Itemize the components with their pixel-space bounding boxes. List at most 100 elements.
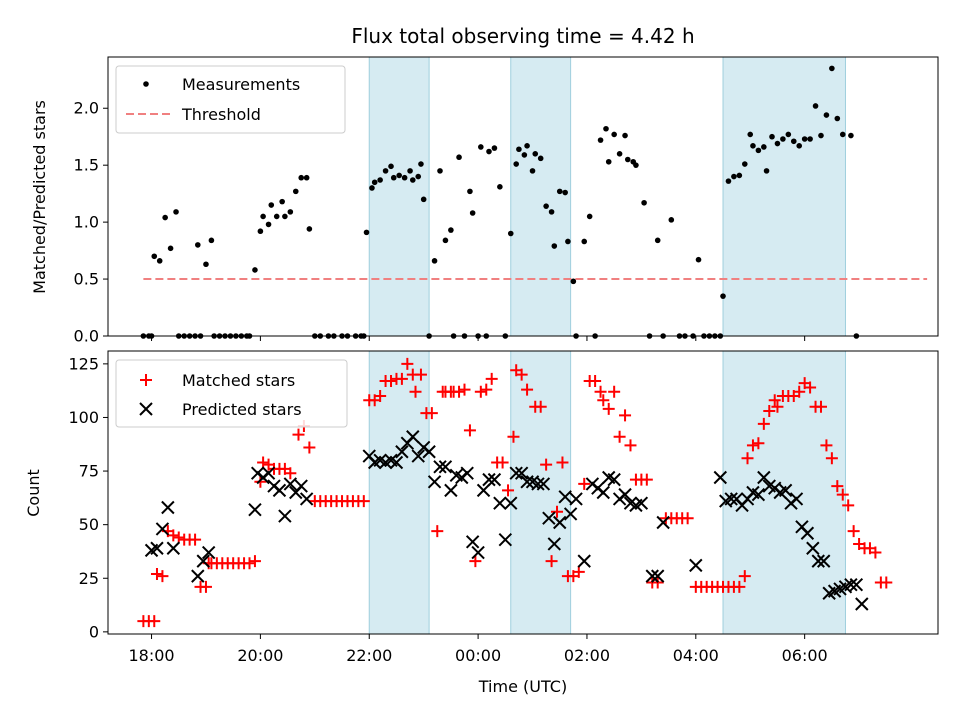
predicted-star-point-40 bbox=[476, 483, 491, 498]
matched-star-point-30 bbox=[292, 428, 305, 441]
top-y-ticks: 0.0 0.5 1.0 1.5 2.0 bbox=[74, 99, 108, 346]
measurement-point-74 bbox=[491, 145, 498, 151]
matched-star-point-112 bbox=[733, 580, 746, 593]
measurement-point-98 bbox=[605, 158, 612, 165]
matched-star-point-70 bbox=[502, 484, 515, 497]
measurement-point-142 bbox=[848, 132, 854, 139]
predicted-star-point-6 bbox=[196, 554, 210, 568]
predicted-star-point-97 bbox=[844, 577, 858, 592]
measurement-point-94 bbox=[586, 213, 593, 220]
measurement-point-83 bbox=[532, 150, 539, 157]
measurement-point-86 bbox=[548, 209, 555, 215]
matched-star-point-126 bbox=[804, 381, 817, 394]
predicted-star-point-75 bbox=[724, 492, 738, 506]
measurement-point-119 bbox=[725, 178, 732, 184]
predicted-star-point-44 bbox=[498, 532, 513, 547]
measurement-point-87 bbox=[551, 243, 558, 249]
bottom-xtick-label-4: 02:00 bbox=[564, 646, 610, 665]
predicted-star-point-57 bbox=[569, 492, 583, 506]
matched-star-point-23 bbox=[254, 475, 267, 488]
measurement-point-27 bbox=[265, 221, 272, 228]
matched-star-point-63 bbox=[463, 424, 476, 437]
matched-star-point-92 bbox=[619, 409, 632, 422]
measurement-point-134 bbox=[801, 136, 808, 142]
matched-star-point-73 bbox=[515, 368, 528, 381]
measurement-point-24 bbox=[252, 267, 258, 273]
measurement-point-63 bbox=[442, 237, 449, 244]
matched-star-point-24 bbox=[257, 456, 270, 469]
matched-star-point-3 bbox=[150, 567, 163, 580]
legend-threshold-label: Threshold bbox=[181, 105, 261, 124]
matched-star-point-103 bbox=[681, 512, 694, 525]
top-legend-box bbox=[115, 65, 346, 134]
measurement-point-48 bbox=[371, 179, 378, 186]
matched-star-point-69 bbox=[496, 456, 509, 469]
bottom-plot-frame bbox=[107, 350, 939, 635]
measurement-point-90 bbox=[565, 238, 571, 245]
measurement-point-93 bbox=[581, 238, 588, 245]
matched-star-point-12 bbox=[199, 580, 212, 593]
measurement-point-128 bbox=[769, 133, 775, 140]
predicted-star-point-56 bbox=[563, 507, 578, 521]
top-shaded-regions bbox=[368, 56, 846, 337]
matched-star-point-114 bbox=[741, 452, 754, 465]
matched-star-point-4 bbox=[156, 570, 169, 583]
matched-star-point-89 bbox=[602, 402, 615, 415]
measurement-point-136 bbox=[812, 103, 819, 109]
measurement-point-54 bbox=[401, 174, 408, 181]
predicted-star-point-50 bbox=[531, 477, 545, 491]
bottom-shaded-region-0 bbox=[368, 350, 430, 635]
predicted-star-point-63 bbox=[607, 472, 621, 487]
matched-star-point-6 bbox=[167, 529, 180, 542]
predicted-star-point-70 bbox=[650, 569, 665, 583]
measurement-point-31 bbox=[282, 213, 288, 220]
matched-star-point-77 bbox=[540, 458, 553, 471]
matched-star-point-90 bbox=[608, 385, 621, 398]
matched-star-point-42 bbox=[357, 495, 370, 508]
measurement-point-124 bbox=[750, 143, 756, 149]
measurement-point-52 bbox=[390, 174, 397, 181]
measurement-point-120 bbox=[731, 173, 737, 180]
measurement-point-26 bbox=[260, 213, 266, 220]
predicted-star-point-5 bbox=[191, 569, 205, 583]
predicted-star-point-53 bbox=[547, 537, 562, 551]
bottom-x-ticks: 18:00 20:00 22:00 00:00 02:00 04:00 06:00 bbox=[128, 634, 828, 665]
predicted-star-point-99 bbox=[855, 597, 869, 611]
measurement-point-139 bbox=[829, 65, 835, 72]
matched-star-point-2 bbox=[148, 615, 161, 628]
measurement-point-91 bbox=[570, 278, 577, 285]
measurement-point-105 bbox=[641, 199, 647, 206]
measurement-point-137 bbox=[818, 132, 824, 139]
predicted-star-point-89 bbox=[800, 526, 815, 540]
matched-star-point-21 bbox=[243, 557, 256, 570]
top-shaded-region-1 bbox=[510, 56, 572, 337]
matched-star-point-47 bbox=[385, 375, 398, 388]
bottom-ytick-label-0: 0 bbox=[89, 622, 99, 641]
predicted-star-point-8 bbox=[248, 502, 262, 517]
measurement-point-25 bbox=[257, 228, 264, 235]
predicted-star-point-17 bbox=[294, 479, 308, 493]
predicted-star-point-81 bbox=[757, 470, 771, 485]
measurement-point-96 bbox=[597, 137, 604, 143]
top-ytick-label-3: 1.5 bbox=[74, 156, 99, 175]
predicted-star-point-4 bbox=[166, 541, 181, 555]
measurement-point-101 bbox=[622, 132, 628, 139]
measurement-point-50 bbox=[382, 168, 389, 174]
matched-star-point-116 bbox=[752, 437, 765, 450]
predicted-star-point-80 bbox=[751, 487, 766, 502]
top-y-axis-label: Matched/Predicted stars bbox=[30, 100, 49, 294]
measurement-point-109 bbox=[668, 217, 675, 223]
legend-predicted-marker bbox=[139, 402, 153, 416]
matched-star-point-131 bbox=[831, 480, 844, 493]
predicted-star-point-1 bbox=[150, 541, 164, 555]
measurement-point-3 bbox=[151, 253, 158, 260]
matched-star-point-117 bbox=[757, 417, 770, 430]
measurement-point-121 bbox=[736, 172, 743, 179]
top-shaded-region-0 bbox=[368, 56, 430, 337]
measurement-point-49 bbox=[377, 177, 383, 183]
measurement-point-126 bbox=[761, 144, 767, 150]
matched-star-point-55 bbox=[425, 407, 438, 420]
measurement-point-51 bbox=[388, 163, 394, 170]
legend-matched-label: Matched stars bbox=[182, 371, 295, 390]
measurement-point-62 bbox=[437, 168, 443, 174]
